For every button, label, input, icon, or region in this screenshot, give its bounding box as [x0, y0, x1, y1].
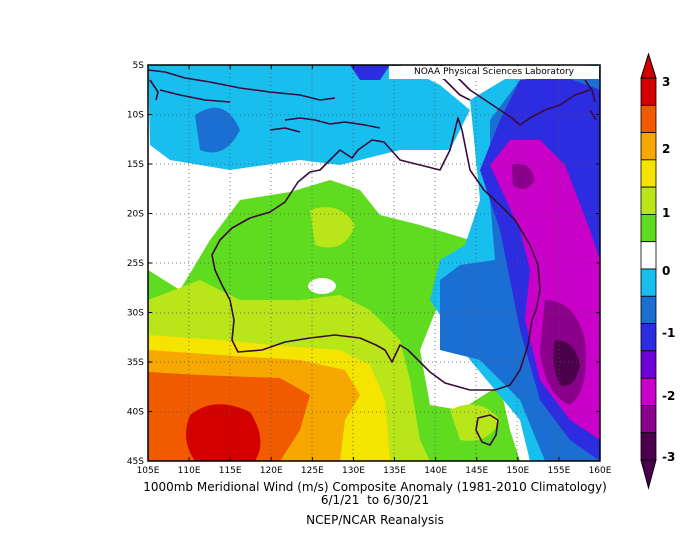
colorbar-label-2: 2: [662, 142, 671, 156]
contour-fill-layer: [148, 65, 600, 461]
colorbar-segment: [640, 350, 657, 379]
colorbar-segment: [640, 214, 657, 243]
axis-ticks: [147, 64, 601, 462]
lon-tick-label: 110E: [178, 466, 201, 476]
lon-tick-label: 105E: [137, 466, 160, 476]
colorbar-label-1: 1: [662, 206, 671, 220]
colorbar-segment: [640, 405, 657, 434]
colorbar-arrow-top: [640, 52, 657, 79]
graticule: [148, 65, 600, 461]
lat-tick-labels: 5S 10S 15S 20S 25S 30S 35S 40S 45S: [127, 61, 144, 467]
colorbar-segment: [640, 377, 657, 406]
colorbar-label-neg2: -2: [662, 389, 676, 403]
colorbar: [640, 52, 657, 490]
colorbar-label-neg3: -3: [662, 450, 676, 464]
lat-tick-label: 25S: [127, 259, 144, 269]
lon-tick-label: 150E: [506, 466, 529, 476]
colorbar-label-0: 0: [662, 264, 671, 278]
coastline: [148, 65, 597, 446]
colorbar-segment: [640, 132, 657, 161]
colorbar-arrow-bottom: [640, 459, 657, 490]
lon-tick-label: 160E: [589, 466, 612, 476]
lon-tick-label: 115E: [219, 466, 242, 476]
title-line-1: 1000mb Meridional Wind (m/s) Composite A…: [143, 480, 607, 494]
lat-tick-label: 30S: [127, 309, 144, 319]
lon-tick-label: 135E: [383, 466, 406, 476]
lat-tick-label: 40S: [127, 408, 144, 418]
colorbar-label-neg1: -1: [662, 326, 676, 340]
lon-tick-label: 140E: [424, 466, 447, 476]
contour-deepest: [553, 340, 580, 386]
lat-tick-label: 10S: [127, 111, 144, 121]
contour-red: [186, 404, 261, 461]
lat-tick-label: 35S: [127, 358, 144, 368]
lon-tick-label: 145E: [465, 466, 488, 476]
colorbar-segment: [640, 323, 657, 352]
colorbar-segment: [640, 241, 657, 270]
colorbar-segment: [640, 77, 657, 106]
lat-tick-label: 5S: [133, 61, 145, 71]
colorbar-segment: [640, 295, 657, 324]
colorbar-segment: [640, 186, 657, 215]
title-line-3: NCEP/NCAR Reanalysis: [306, 513, 444, 527]
colorbar-segment: [640, 432, 657, 461]
credit-label: NOAA Physical Sciences Laboratory: [389, 66, 599, 79]
colorbar-label-3: 3: [662, 75, 671, 89]
colorbar-segment: [640, 159, 657, 188]
colorbar-segment: [640, 268, 657, 297]
lon-tick-label: 155E: [547, 466, 570, 476]
lon-tick-label: 125E: [301, 466, 324, 476]
lon-tick-label: 120E: [260, 466, 283, 476]
lon-tick-label: 130E: [342, 466, 365, 476]
lat-tick-label: 15S: [127, 160, 144, 170]
lat-tick-label: 45S: [127, 457, 144, 467]
colorbar-segment: [640, 104, 657, 133]
title-line-2: 6/1/21 to 6/30/21: [320, 493, 430, 507]
lon-tick-labels: 105E 110E 115E 120E 125E 130E 135E 140E 145E 150E…: [137, 466, 612, 476]
lat-tick-label: 20S: [127, 210, 144, 220]
